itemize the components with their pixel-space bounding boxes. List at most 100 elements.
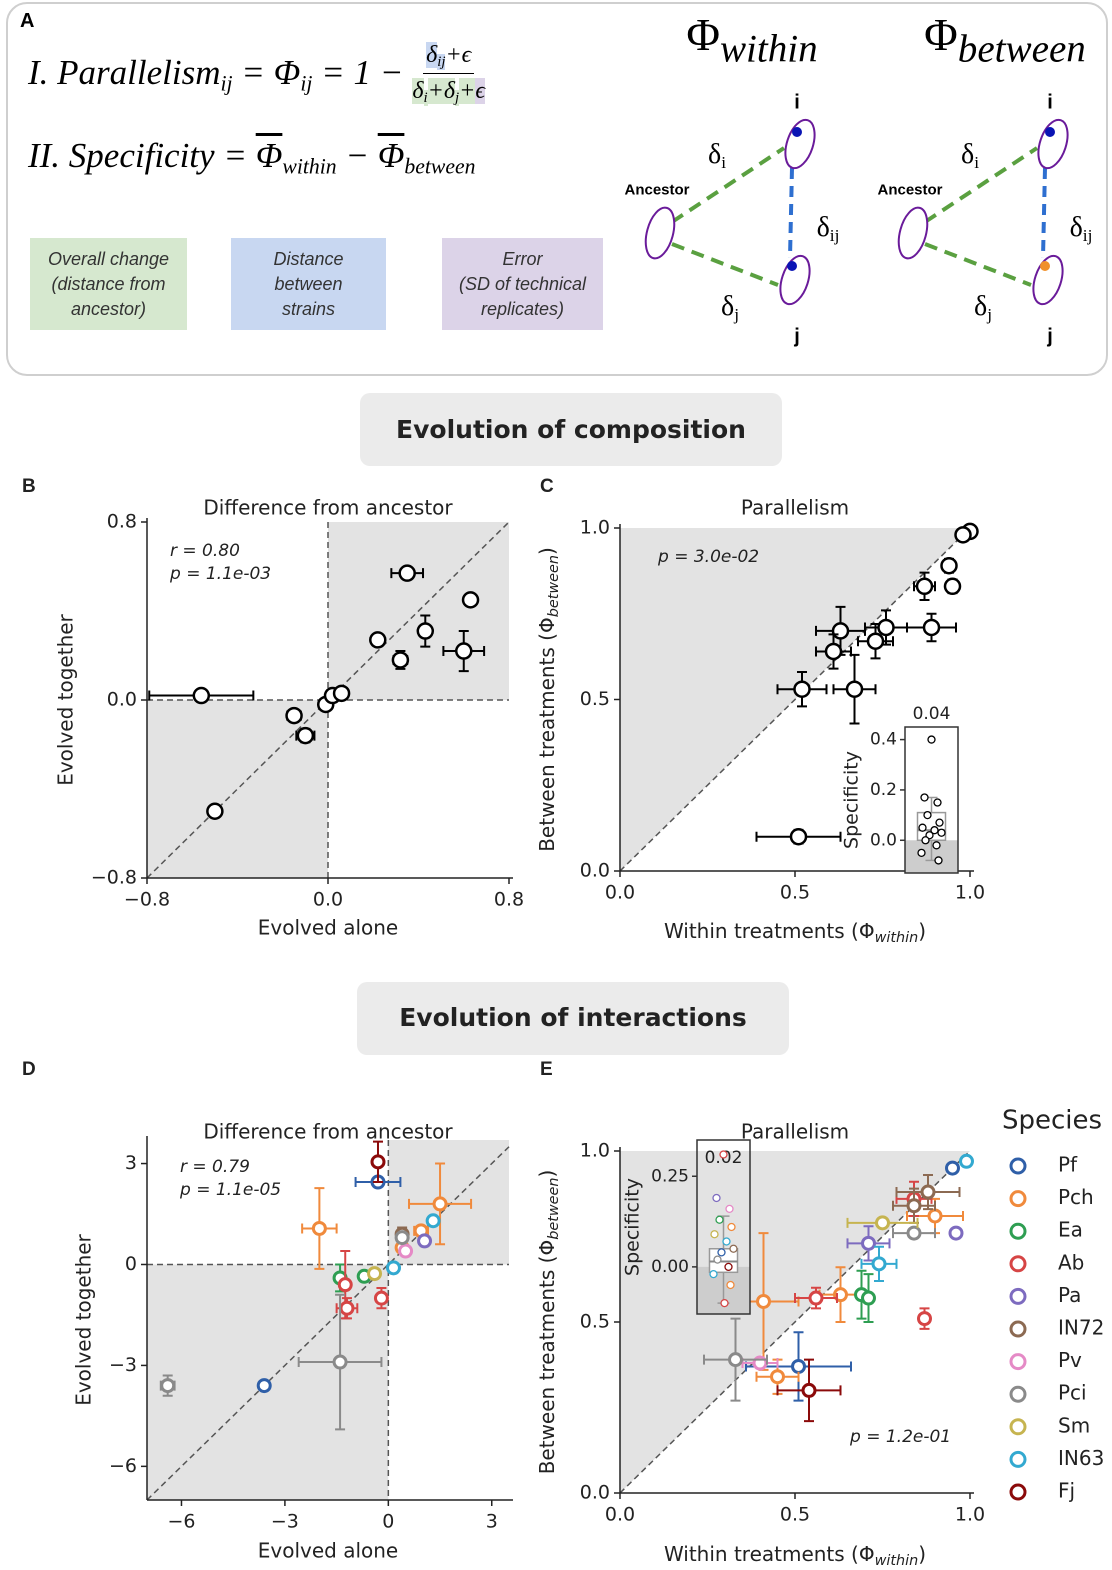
data-point — [945, 1160, 960, 1176]
inset-point — [724, 1262, 733, 1272]
key-box: Distance between strains — [231, 238, 386, 330]
data-point — [192, 686, 211, 705]
y-tick-label: −6 — [109, 1455, 137, 1477]
data-point — [416, 622, 435, 640]
inset-point — [719, 1150, 728, 1159]
ancestor-cell — [897, 206, 929, 260]
chart-title: Difference from ancestor — [203, 1120, 453, 1144]
panel-label: D — [22, 1059, 36, 1080]
data-point — [206, 802, 224, 820]
text-part: + — [459, 77, 476, 104]
text-part: = Φ — [232, 53, 301, 93]
y-tick-label: 1.0 — [580, 1140, 610, 1162]
data-point — [875, 1215, 890, 1231]
y-tick-label: 3 — [125, 1152, 137, 1174]
legend-label: Pf — [1058, 1153, 1078, 1177]
ancestor-link — [671, 242, 779, 287]
identity-line — [146, 1146, 510, 1501]
inset-point — [720, 1298, 729, 1308]
text-part: Between treatments (Φ — [535, 617, 559, 852]
data-point — [906, 1225, 922, 1241]
subscript: ij — [1082, 226, 1093, 246]
annotation: p = 3.0e-02 — [657, 547, 759, 567]
ancestor-link — [924, 242, 1032, 287]
data-point — [398, 564, 416, 582]
text-part: II. Specificity = — [28, 136, 256, 175]
text-part: δ — [960, 139, 975, 170]
inset-point — [934, 856, 943, 865]
data-point — [285, 706, 303, 725]
chart-title: Parallelism — [741, 496, 849, 520]
x-tick-label: 0 — [382, 1511, 394, 1533]
data-point — [461, 591, 480, 609]
data-point — [793, 680, 811, 698]
text-part: = 1 − — [312, 53, 404, 93]
legend-marker — [1009, 1385, 1027, 1403]
x-tick-label: 0.5 — [780, 882, 810, 904]
text-part: Φ — [686, 9, 720, 60]
inset-point — [930, 826, 939, 835]
data-point — [370, 1154, 386, 1170]
data-point — [824, 642, 843, 661]
inset-point — [920, 793, 929, 802]
subscript: between — [404, 154, 476, 179]
data-point — [791, 1358, 806, 1374]
strain-dot — [1040, 261, 1050, 271]
inset-point — [725, 1204, 734, 1214]
chart-title: Difference from ancestor — [203, 496, 453, 520]
x-axis-label: Within treatments (Φwithin) — [664, 919, 926, 947]
key-text: Error — [502, 248, 543, 269]
identity-line — [619, 1150, 971, 1494]
specificity-formula: II. Specificity = Φwithin − Φbetween — [28, 136, 476, 179]
y-tick-label: 1.0 — [580, 517, 610, 539]
strain-link — [788, 167, 794, 259]
legend-marker — [1009, 1418, 1027, 1436]
data-point — [256, 1378, 272, 1394]
inset-point — [729, 1244, 738, 1253]
subscript: i — [423, 90, 428, 107]
panel-a-frame — [6, 2, 1108, 376]
y-tick-label: 0.5 — [580, 688, 610, 710]
x-tick-label: 1.0 — [955, 882, 985, 904]
subscript: i — [721, 153, 727, 173]
data-point — [386, 1260, 402, 1276]
subscript: ij — [437, 54, 446, 71]
legend-marker — [1009, 1320, 1027, 1338]
distance-label: δi — [961, 139, 979, 171]
data-point — [373, 1290, 389, 1306]
y-tick-label: −0.8 — [91, 867, 137, 889]
text-part: δ — [720, 291, 735, 322]
legend-label: Ab — [1058, 1250, 1084, 1274]
subscript: ij — [300, 71, 313, 96]
chart-title: Parallelism — [741, 1120, 849, 1144]
text-part: Within treatments (Φ — [664, 919, 875, 943]
ancestor-label: Ancestor — [877, 181, 943, 199]
text-part: δ — [426, 42, 438, 68]
key-box: Error (SD of technical replicates) — [442, 238, 603, 330]
data-point — [943, 577, 962, 596]
inset-point — [709, 1269, 718, 1279]
data-point — [728, 1352, 743, 1368]
legend-marker — [1009, 1287, 1027, 1305]
data-point — [160, 1378, 176, 1394]
data-point — [756, 1293, 771, 1309]
data-point — [845, 680, 864, 698]
x-tick-label: 0.5 — [780, 1504, 810, 1526]
legend-label: Sm — [1058, 1413, 1090, 1437]
subscript: ij — [220, 71, 233, 96]
annotation: p = 1.1e-03 — [169, 564, 271, 584]
distance-label: δij — [817, 212, 840, 244]
inset-tick-label: 0.2 — [870, 780, 897, 800]
data-point — [311, 1220, 327, 1236]
key-text: between — [274, 273, 343, 294]
data-point — [948, 1225, 964, 1241]
data-point — [455, 642, 473, 660]
x-axis-label: Evolved alone — [258, 1539, 399, 1563]
text-part: ) — [918, 1542, 926, 1566]
text-part: δ — [707, 139, 722, 170]
parallelism-formula: I. Parallelismij = Φij = 1 − δij+ϵ δi+δj+… — [28, 38, 488, 109]
data-point — [332, 684, 351, 703]
fraction: δij+ϵ δi+δj+ϵ — [409, 38, 488, 109]
strain-cell — [779, 254, 811, 306]
